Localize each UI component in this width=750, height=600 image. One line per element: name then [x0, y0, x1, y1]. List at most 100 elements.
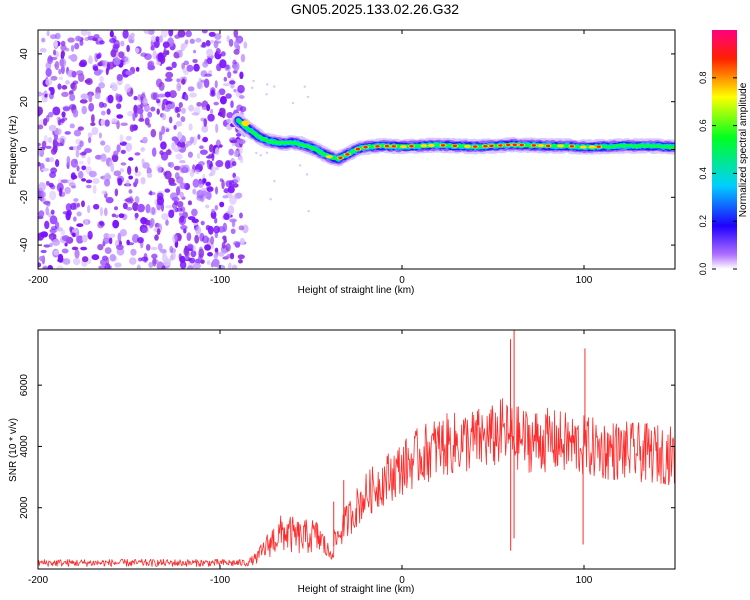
noise-speckle	[176, 82, 182, 92]
noise-speckle	[156, 228, 161, 236]
noise-speckle	[219, 95, 227, 105]
noise-speckle	[126, 207, 133, 211]
noise-speckle	[152, 50, 157, 60]
noise-speckle	[164, 77, 173, 82]
noise-speckle	[223, 213, 230, 221]
noise-speckle	[179, 215, 185, 223]
noise-speckle	[74, 42, 80, 50]
noise-speckle	[188, 123, 193, 131]
noise-speckle	[186, 64, 194, 72]
noise-speckle	[73, 216, 77, 222]
noise-speckle	[150, 106, 156, 112]
noise-speckle	[161, 213, 169, 221]
noise-speckle	[103, 179, 111, 187]
y-tick-label: 4000	[19, 435, 30, 458]
noise-speckle	[68, 104, 77, 111]
noise-speckle	[47, 136, 52, 144]
track-peak	[588, 145, 596, 149]
noise-speckle	[127, 110, 134, 117]
noise-speckle	[76, 223, 84, 228]
noise-speckle	[237, 37, 243, 44]
noise-speckle	[69, 123, 75, 129]
track-peak	[409, 145, 414, 148]
noise-speckle	[65, 203, 72, 212]
noise-speckle	[187, 243, 194, 249]
noise-speckle	[140, 147, 146, 152]
noise-speckle	[174, 106, 179, 114]
noise-speckle	[78, 160, 84, 165]
noise-speckle	[114, 188, 119, 197]
noise-speckle	[80, 30, 88, 36]
y-tick-label: 6000	[19, 374, 30, 397]
noise-speckle	[85, 77, 93, 86]
noise-speckle	[206, 186, 214, 192]
noise-speckle	[175, 146, 182, 150]
noise-speckle	[122, 30, 129, 39]
noise-speckle	[144, 117, 150, 126]
noise-speckle	[93, 34, 100, 39]
noise-speckle	[237, 259, 243, 264]
noise-speckle	[88, 136, 92, 144]
noise-speckle	[159, 248, 167, 254]
y-tick-label: -20	[19, 190, 30, 205]
noise-speckle	[156, 99, 161, 104]
noise-speckle	[255, 151, 258, 155]
noise-speckle	[186, 232, 192, 241]
noise-speckle	[92, 184, 97, 194]
noise-speckle	[196, 80, 204, 90]
noise-speckle	[180, 206, 186, 213]
track-peak	[545, 144, 551, 148]
noise-speckle	[213, 40, 219, 49]
noise-speckle	[41, 140, 47, 149]
noise-speckle	[179, 191, 184, 198]
noise-speckle	[71, 232, 76, 238]
noise-speckle	[164, 188, 171, 193]
noise-speckle	[40, 231, 49, 238]
noise-speckle	[233, 48, 240, 55]
noise-speckle	[106, 108, 111, 115]
noise-speckle	[137, 107, 144, 115]
noise-speckle	[120, 40, 125, 47]
noise-speckle	[207, 113, 215, 122]
y-tick-label: 2000	[19, 496, 30, 519]
noise-speckle	[238, 139, 246, 145]
noise-speckle	[112, 44, 120, 49]
noise-speckle	[46, 30, 50, 37]
noise-speckle	[87, 56, 94, 65]
noise-speckle	[111, 213, 117, 218]
noise-speckle	[202, 61, 209, 68]
noise-speckle	[71, 174, 78, 180]
track-peak	[569, 145, 575, 148]
noise-speckle	[134, 195, 140, 204]
noise-speckle	[178, 49, 183, 58]
noise-speckle	[179, 164, 187, 174]
noise-speckle	[196, 101, 202, 107]
noise-speckle	[168, 30, 174, 37]
noise-speckle	[59, 57, 67, 68]
noise-speckle	[56, 116, 60, 121]
noise-speckle	[202, 136, 209, 143]
noise-speckle	[192, 58, 198, 64]
noise-speckle	[239, 71, 244, 80]
noise-speckle	[49, 215, 58, 225]
colorbar-tick-label: 0.6	[698, 119, 708, 132]
track-peak	[241, 120, 250, 127]
noise-speckle	[156, 108, 160, 115]
noise-speckle	[110, 49, 117, 58]
noise-speckle	[43, 265, 48, 269]
noise-speckle	[102, 241, 106, 247]
noise-speckle	[207, 251, 213, 257]
noise-speckle	[155, 36, 160, 42]
noise-speckle	[134, 152, 141, 156]
noise-speckle	[111, 118, 118, 124]
noise-speckle	[124, 83, 131, 93]
noise-speckle	[198, 248, 205, 258]
noise-speckle	[87, 132, 93, 138]
noise-speckle	[208, 31, 216, 37]
noise-speckle	[200, 220, 205, 226]
noise-speckle	[166, 103, 175, 109]
noise-speckle	[307, 209, 310, 213]
noise-speckle	[233, 176, 241, 184]
noise-speckle	[209, 87, 216, 94]
noise-speckle	[65, 80, 70, 85]
